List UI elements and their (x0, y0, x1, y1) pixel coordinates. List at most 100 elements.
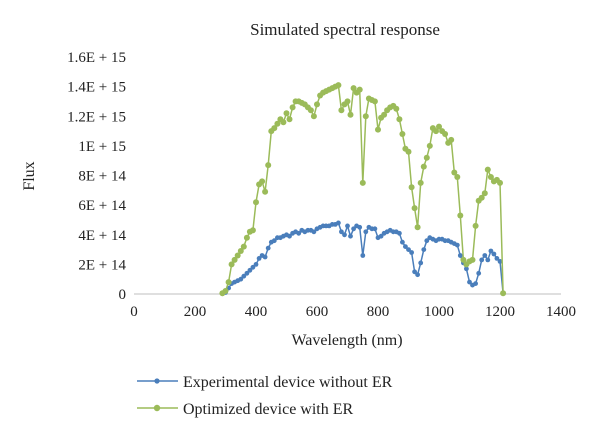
y-tick-label: 4E + 14 (78, 228, 126, 244)
data-point (479, 257, 485, 263)
data-point (408, 184, 415, 191)
data-point (362, 113, 369, 120)
data-point (307, 107, 314, 114)
data-point (286, 116, 293, 123)
data-point (296, 230, 302, 236)
data-point (485, 257, 491, 263)
data-point (240, 243, 247, 250)
data-point (393, 105, 400, 112)
x-tick-label: 1200 (485, 304, 515, 320)
data-point (253, 262, 259, 267)
data-point (243, 234, 250, 241)
data-point (494, 256, 500, 261)
data-point (491, 251, 497, 257)
legend-entry-experimental: Experimental device without ER (137, 374, 393, 391)
data-point (265, 162, 272, 169)
legend-marker-optimized (153, 404, 161, 412)
data-point (482, 253, 488, 258)
y-tick-label: 8E + 14 (78, 169, 126, 185)
y-tick-label: 6E + 14 (78, 198, 126, 214)
data-point (241, 273, 247, 279)
data-point (417, 179, 424, 186)
y-tick-label: 0 (119, 287, 127, 303)
data-point (225, 279, 232, 286)
data-point (433, 128, 439, 135)
data-point (311, 229, 317, 235)
data-point (405, 148, 412, 155)
data-point (487, 174, 494, 180)
data-point (363, 229, 369, 235)
data-point (238, 276, 244, 282)
data-point (339, 229, 344, 235)
data-point (472, 222, 479, 229)
y-axis-title: Flux (21, 161, 38, 190)
data-point (476, 270, 482, 276)
data-point (372, 226, 378, 232)
data-point (454, 242, 460, 248)
data-point (420, 163, 427, 170)
series-experimental (220, 220, 506, 297)
data-point (406, 247, 411, 253)
data-point (400, 239, 405, 245)
data-point (418, 260, 424, 266)
data-point (415, 272, 420, 278)
data-point (497, 179, 503, 186)
data-point (359, 179, 366, 186)
legend-label-optimized: Optimized device with ER (183, 401, 354, 418)
chart-title: Simulated spectral response (250, 20, 440, 39)
data-point (289, 104, 296, 111)
data-point (271, 125, 278, 132)
data-point (228, 261, 235, 268)
data-point (399, 131, 406, 137)
x-tick-label: 200 (184, 304, 207, 320)
y-tick-label: 1.6E + 15 (67, 50, 126, 66)
y-tick-label: 1.4E + 15 (67, 80, 126, 96)
x-tick-labels: 0 200 400 600 800 1000 1200 1400 (130, 304, 576, 320)
legend-label-experimental: Experimental device without ER (183, 374, 393, 391)
data-point (338, 107, 345, 114)
data-point (457, 253, 463, 258)
data-point (347, 111, 354, 118)
x-tick-label: 0 (130, 304, 138, 320)
data-point (469, 256, 476, 263)
data-point (451, 169, 458, 176)
data-point (424, 238, 430, 244)
data-point (403, 244, 408, 250)
y-tick-label: 1.2E + 15 (67, 109, 126, 125)
data-point (237, 248, 244, 254)
data-point (357, 224, 363, 230)
y-tick-labels: 0 2E + 14 4E + 14 6E + 14 8E + 14 1E + 15 1.2E… (67, 50, 126, 303)
data-point (436, 123, 442, 130)
x-tick-label: 1000 (424, 304, 454, 320)
plot-series (219, 82, 507, 297)
data-point (249, 227, 256, 234)
data-point (345, 223, 350, 229)
data-point (283, 110, 290, 117)
data-point (231, 256, 238, 263)
x-axis-title: Wavelength (nm) (291, 332, 402, 349)
data-point (414, 224, 421, 231)
data-point (280, 119, 287, 126)
data-point (253, 199, 259, 206)
data-point (234, 252, 241, 259)
data-point (467, 279, 472, 285)
data-point (350, 85, 357, 92)
data-point (262, 188, 269, 195)
x-tick-label: 1400 (546, 304, 576, 320)
data-point (336, 220, 341, 226)
data-point (423, 154, 430, 161)
legend-marker-experimental (154, 378, 160, 384)
data-point (310, 113, 317, 120)
data-point (335, 82, 342, 89)
data-point (478, 194, 485, 201)
data-point (262, 254, 268, 260)
data-point (351, 226, 356, 232)
data-point (484, 166, 491, 173)
data-point (473, 281, 478, 286)
data-point (348, 233, 353, 239)
data-point (247, 267, 253, 273)
data-point (259, 178, 266, 185)
data-point (448, 136, 455, 143)
data-point (360, 253, 366, 258)
